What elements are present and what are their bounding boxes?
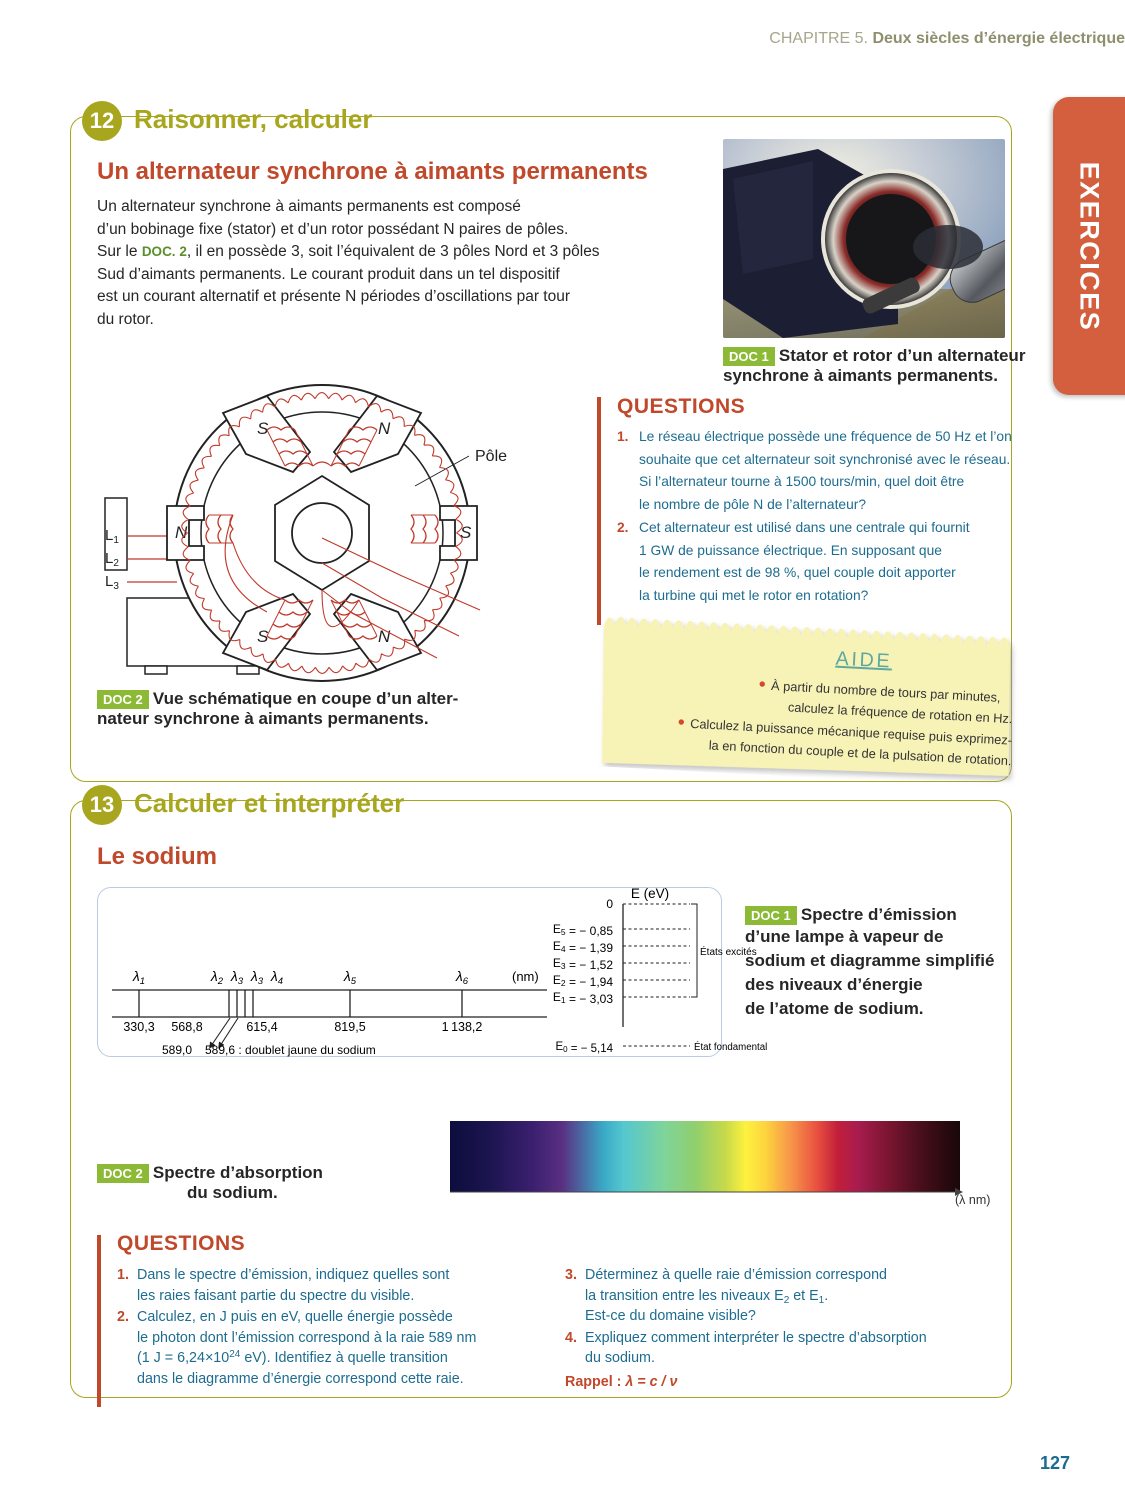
svg-text:(nm): (nm)	[512, 969, 539, 984]
svg-text:0: 0	[606, 897, 613, 911]
svg-text:λ2: λ2	[210, 968, 224, 987]
svg-text:E0 = − 5,14: E0 = − 5,14	[555, 1041, 613, 1055]
svg-text:AIDE: AIDE	[835, 648, 893, 673]
svg-text:330,3: 330,3	[123, 1020, 154, 1034]
svg-text:1 138,2: 1 138,2	[442, 1020, 483, 1034]
svg-text:589,6 : doublet jaune du sodiu: 589,6 : doublet jaune du sodium	[205, 1043, 376, 1057]
svg-text:λ3: λ3	[230, 968, 244, 987]
svg-text:S: S	[257, 419, 269, 438]
svg-text:568,8: 568,8	[171, 1020, 202, 1034]
svg-text:Pôle: Pôle	[475, 448, 507, 465]
svg-text:589,0: 589,0	[162, 1043, 192, 1057]
svg-text:λ4: λ4	[270, 968, 283, 987]
svg-text:E2 = − 1,94: E2 = − 1,94	[553, 973, 613, 989]
svg-text:E4 = − 1,39: E4 = − 1,39	[553, 939, 613, 955]
svg-text:L3: L3	[105, 573, 119, 592]
svg-text:615,4: 615,4	[246, 1020, 277, 1034]
svg-text:819,5: 819,5	[334, 1020, 365, 1034]
svg-text:λ1: λ1	[132, 968, 145, 987]
svg-text:E5 = − 0,85: E5 = − 0,85	[553, 922, 613, 938]
svg-text:λ3: λ3	[250, 968, 264, 987]
svg-text:E3 = − 1,52: E3 = − 1,52	[553, 956, 613, 972]
svg-text:E (eV): E (eV)	[631, 886, 669, 901]
svg-text:λ5: λ5	[343, 968, 357, 987]
svg-text:E1 = − 3,03: E1 = − 3,03	[553, 990, 613, 1006]
svg-text:λ6: λ6	[455, 968, 469, 987]
svg-text:N: N	[378, 419, 391, 438]
svg-text:État fondamental: État fondamental	[694, 1042, 767, 1053]
